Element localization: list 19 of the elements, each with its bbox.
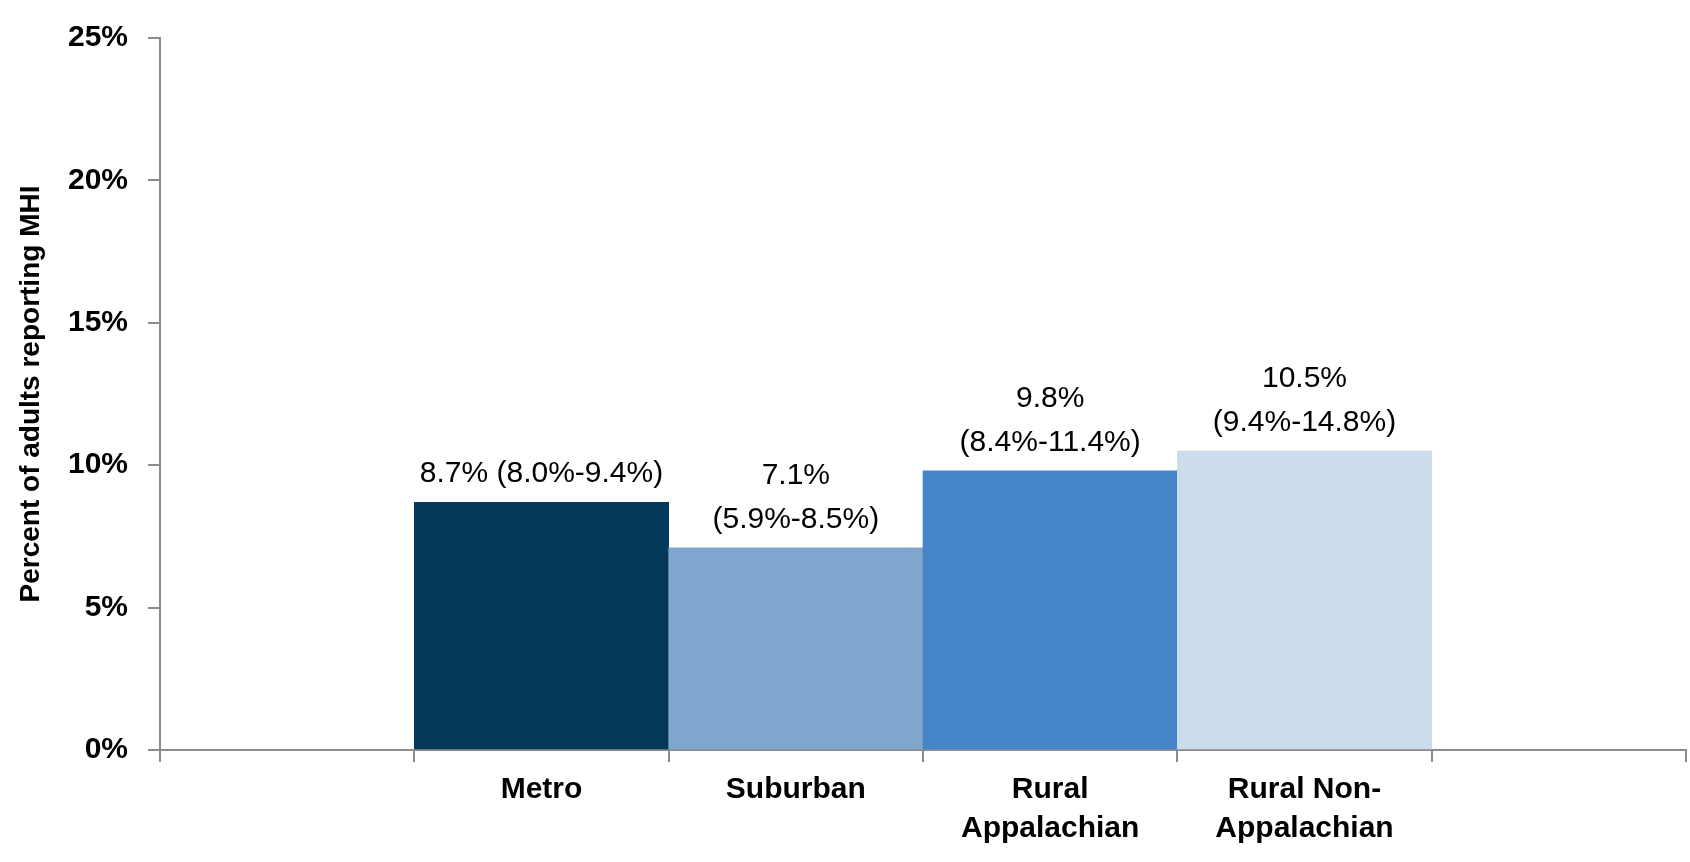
bar [922,470,1178,750]
x-tick-label: Metro [500,770,583,804]
y-tick-label: 25% [67,19,128,53]
data-label: 10.5% (9.4%-14.8%) [1212,359,1397,437]
y-tick-label: 0% [84,731,128,765]
x-tick-label: Suburban [725,770,866,804]
y-tick-label: 15% [67,304,128,338]
y-tick-label: 10% [67,446,128,480]
x-tick-label: Rural Appalachian [960,770,1140,843]
y-tick-label: 5% [84,588,128,622]
bar [1177,450,1432,750]
data-label: 7.1% (5.9%-8.5%) [712,456,880,534]
y-axis-title: Percent of adults reporting MHI [13,185,45,603]
bar [414,501,669,750]
x-tick-label: Rural Non-Appalachian [1215,770,1394,843]
bar [668,547,924,750]
data-label: 8.7% (8.0%-9.4%) [419,455,664,489]
y-tick-label: 20% [67,161,128,195]
data-label: 9.8% (8.4%-11.4%) [959,379,1141,457]
